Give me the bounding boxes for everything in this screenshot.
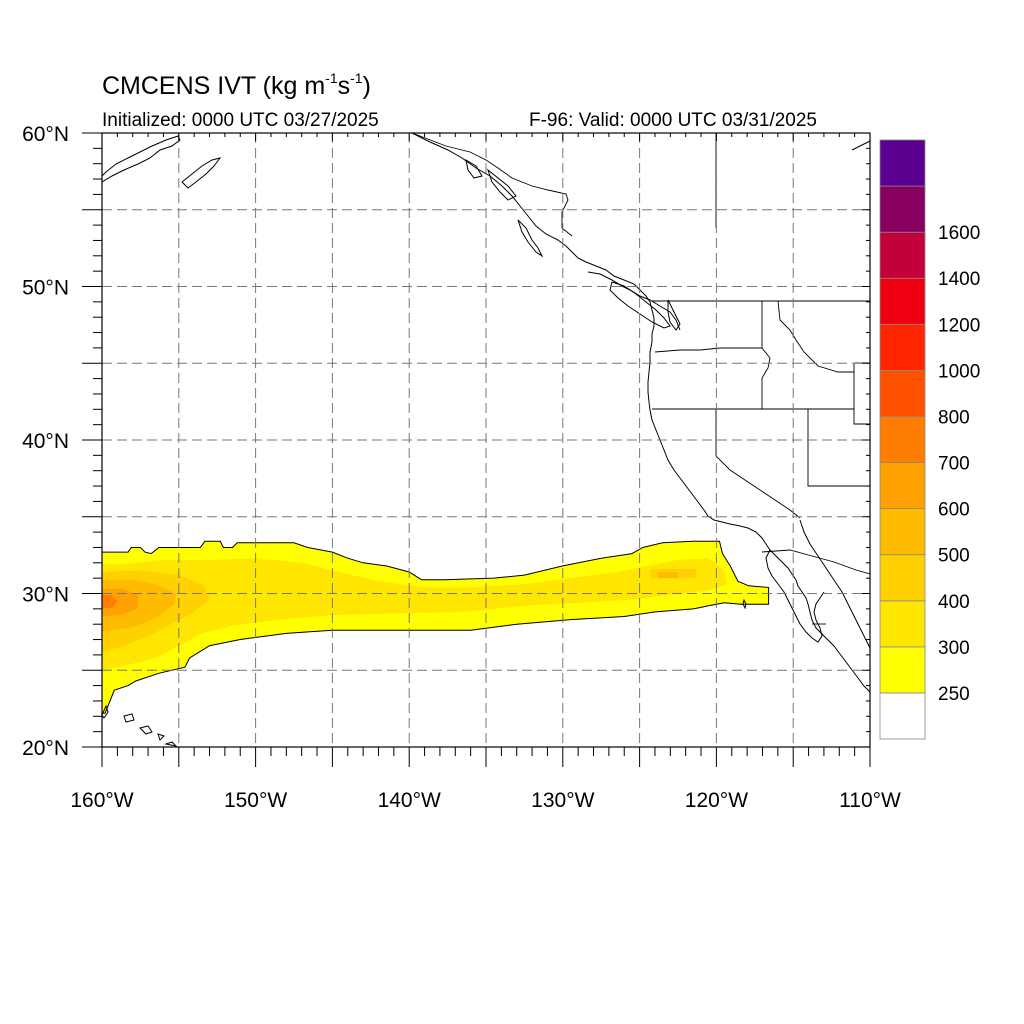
lat-tick-label: 20°N bbox=[22, 737, 69, 760]
ivt-region-300 bbox=[102, 558, 728, 671]
coastline-ne-corner bbox=[851, 140, 870, 151]
lon-tick-label: 110°W bbox=[839, 789, 901, 812]
colorbar-label: 1200 bbox=[938, 315, 980, 336]
border-montana-idaho bbox=[777, 300, 854, 373]
coastline-baja bbox=[765, 549, 825, 643]
colorbar-box bbox=[879, 231, 926, 279]
colorbar-label: 1600 bbox=[938, 223, 980, 244]
colorbar-box bbox=[879, 416, 926, 463]
map-title: CMCENS IVT (kg m-1s-1) bbox=[102, 70, 371, 100]
axis-ticks bbox=[82, 132, 871, 767]
coastline-gulf-california bbox=[799, 519, 870, 649]
lat-tick-label: 40°N bbox=[22, 430, 69, 453]
coastline-puget-sound bbox=[667, 299, 681, 331]
ivt-region-700 bbox=[102, 595, 118, 609]
colorbar-label: 500 bbox=[938, 546, 970, 567]
colorbar-label: 300 bbox=[938, 638, 970, 659]
colorbar-box bbox=[879, 139, 926, 187]
colorbar-label: 1000 bbox=[938, 361, 980, 382]
coastline-haida-gwaii bbox=[517, 219, 544, 258]
colorbar: 250 300 400 500 600 700 800 1000 1200 1400 1600 bbox=[879, 139, 980, 740]
colorbar-label: 1400 bbox=[938, 269, 980, 290]
colorbar-box bbox=[879, 323, 926, 371]
colorbar-box bbox=[879, 646, 926, 694]
valid-time: F-96: Valid: 0000 UTC 03/31/2025 bbox=[529, 110, 817, 131]
colorbar-box bbox=[879, 600, 926, 648]
colorbar-box bbox=[879, 692, 926, 740]
axis-labels: 20°N 30°N 40°N 50°N 60°N 160°W 150°W 140°W 130°W… bbox=[22, 123, 901, 812]
colorbar-box bbox=[879, 369, 926, 417]
coastline-alaska-southwest bbox=[102, 135, 181, 183]
border-wa-or bbox=[654, 347, 762, 353]
colorbar-box bbox=[879, 277, 926, 325]
coastline-bc-inner bbox=[587, 271, 681, 331]
graticule bbox=[102, 133, 870, 747]
colorbar-box bbox=[879, 185, 926, 233]
colorbar-label: 600 bbox=[938, 500, 970, 521]
lon-tick-label: 150°W bbox=[224, 789, 287, 812]
lat-tick-label: 50°N bbox=[22, 277, 69, 300]
coastline-alaska bbox=[411, 133, 655, 342]
lat-tick-label: 60°N bbox=[22, 123, 69, 146]
colorbar-label: 400 bbox=[938, 592, 970, 613]
colorbar-box bbox=[879, 462, 926, 509]
coastline-islands-north bbox=[465, 158, 517, 201]
border-nevada-utah bbox=[807, 409, 870, 487]
coastline-guadalupe bbox=[742, 598, 747, 610]
coastline-hawaii bbox=[102, 704, 178, 747]
colorbar-label: 700 bbox=[938, 454, 970, 475]
border-nevada bbox=[715, 409, 801, 519]
border-alaska-canada bbox=[411, 133, 573, 237]
coastline-kodiak bbox=[181, 157, 222, 189]
lon-tick-label: 160°W bbox=[70, 789, 133, 812]
lon-tick-label: 120°W bbox=[685, 789, 748, 812]
coastline-layer bbox=[102, 133, 870, 747]
colorbar-box bbox=[879, 554, 926, 602]
coastline-vancouver-island bbox=[609, 281, 671, 329]
lon-tick-label: 140°W bbox=[378, 789, 441, 812]
colorbar-box bbox=[879, 508, 926, 556]
lon-tick-label: 130°W bbox=[531, 789, 594, 812]
colorbar-label: 250 bbox=[938, 684, 970, 705]
border-idaho-west bbox=[761, 301, 771, 409]
ivt-region-500 bbox=[658, 572, 678, 579]
ivt-fill-layer bbox=[102, 540, 770, 714]
initialized-time: Initialized: 0000 UTC 03/27/2025 bbox=[102, 110, 379, 131]
lat-tick-label: 30°N bbox=[22, 584, 69, 607]
border-us-mexico bbox=[761, 549, 870, 575]
colorbar-label: 800 bbox=[938, 408, 970, 429]
